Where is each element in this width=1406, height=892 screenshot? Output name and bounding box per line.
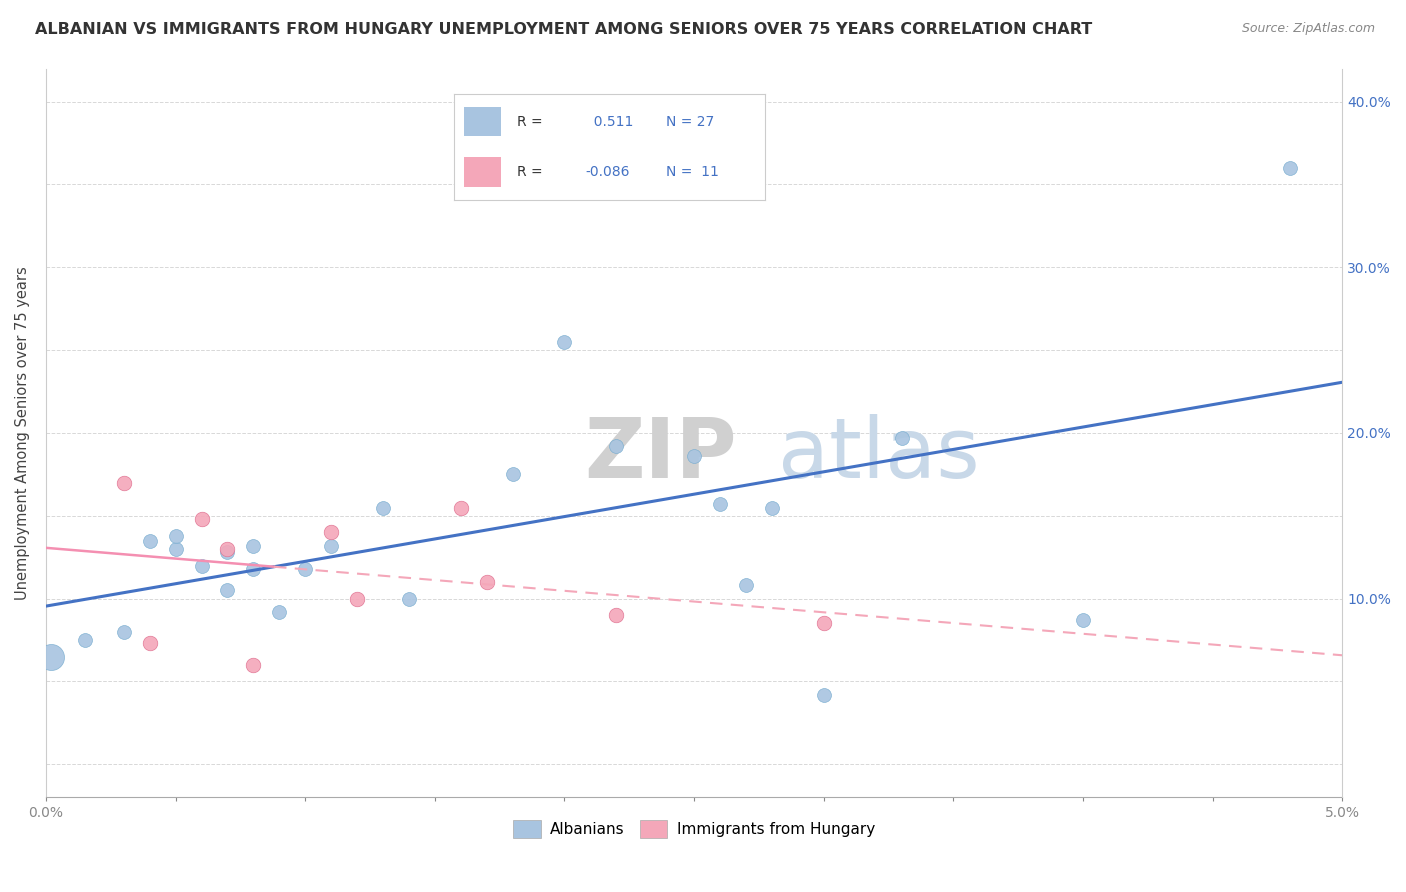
Text: ZIP: ZIP bbox=[583, 415, 737, 495]
Point bbox=[371, 500, 394, 515]
Point bbox=[813, 616, 835, 631]
Text: Source: ZipAtlas.com: Source: ZipAtlas.com bbox=[1241, 22, 1375, 36]
Point bbox=[346, 591, 368, 606]
Point bbox=[709, 497, 731, 511]
Point bbox=[761, 500, 783, 515]
Point bbox=[190, 512, 212, 526]
Point bbox=[165, 529, 187, 543]
Legend: Albanians, Immigrants from Hungary: Albanians, Immigrants from Hungary bbox=[508, 814, 882, 845]
Point bbox=[475, 575, 498, 590]
Point bbox=[294, 562, 316, 576]
Point bbox=[165, 541, 187, 556]
Point bbox=[242, 562, 264, 576]
Y-axis label: Unemployment Among Seniors over 75 years: Unemployment Among Seniors over 75 years bbox=[15, 266, 30, 599]
Point bbox=[321, 525, 343, 540]
Point bbox=[321, 539, 343, 553]
Point bbox=[398, 591, 420, 606]
Point bbox=[138, 636, 160, 650]
Point bbox=[269, 605, 291, 619]
Point bbox=[450, 500, 472, 515]
Point bbox=[502, 467, 524, 482]
Point bbox=[242, 657, 264, 672]
Point bbox=[1279, 161, 1302, 175]
Point bbox=[735, 578, 758, 592]
Point bbox=[890, 431, 912, 445]
Text: ALBANIAN VS IMMIGRANTS FROM HUNGARY UNEMPLOYMENT AMONG SENIORS OVER 75 YEARS COR: ALBANIAN VS IMMIGRANTS FROM HUNGARY UNEM… bbox=[35, 22, 1092, 37]
Point bbox=[605, 608, 627, 623]
Point bbox=[683, 449, 706, 463]
Point bbox=[190, 558, 212, 573]
Point bbox=[39, 649, 62, 664]
Point bbox=[138, 533, 160, 548]
Point bbox=[112, 475, 135, 490]
Text: atlas: atlas bbox=[779, 415, 980, 495]
Point bbox=[242, 539, 264, 553]
Point bbox=[553, 334, 575, 349]
Point bbox=[813, 688, 835, 702]
Point bbox=[217, 541, 239, 556]
Point bbox=[73, 633, 96, 648]
Point bbox=[605, 439, 627, 453]
Point bbox=[112, 624, 135, 639]
Point bbox=[217, 583, 239, 598]
Point bbox=[217, 545, 239, 559]
Point bbox=[1071, 613, 1094, 627]
